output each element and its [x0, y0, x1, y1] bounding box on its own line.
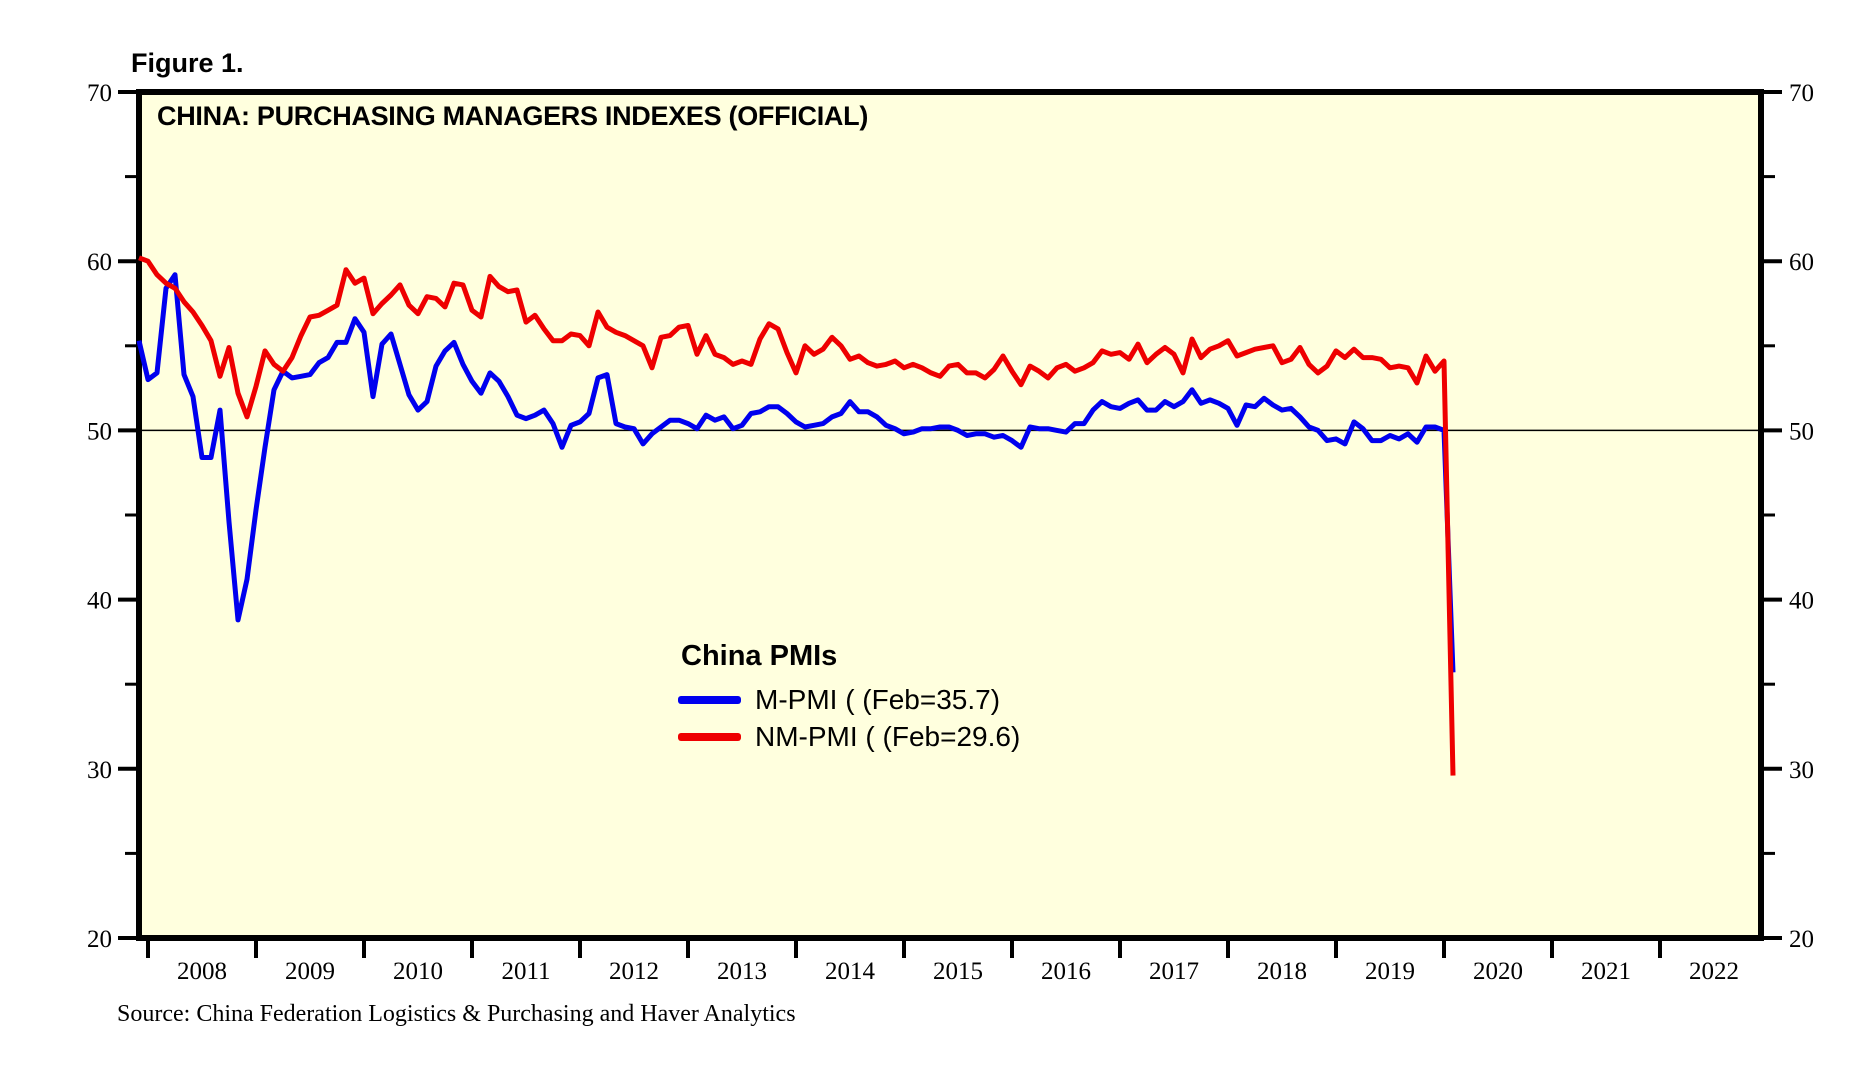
- y-axis-label-right: 60: [1789, 249, 1814, 276]
- nmpmi-line-swatch: [678, 732, 741, 741]
- x-axis-year-label: 2015: [933, 958, 983, 985]
- y-axis-label-left: 50: [87, 418, 112, 445]
- x-axis-year-label: 2020: [1473, 958, 1523, 985]
- y-axis-label-right: 70: [1789, 80, 1814, 107]
- x-axis-year-label: 2012: [609, 958, 659, 985]
- legend-label-nmpmi: NM-PMI ( (Feb=29.6): [755, 720, 1021, 752]
- x-axis-year-label: 2017: [1149, 958, 1199, 985]
- x-axis-year-label: 2013: [717, 958, 767, 985]
- figure-label: Figure 1.: [131, 48, 244, 78]
- chart-title: CHINA: PURCHASING MANAGERS INDEXES (OFFI…: [157, 101, 869, 131]
- nm-pmi-line: [138, 255, 1456, 776]
- x-axis-year-label: 2011: [501, 958, 550, 985]
- x-axis-year-label: 2010: [393, 958, 443, 985]
- y-axis-label-right: 40: [1789, 588, 1814, 615]
- y-axis-label-left: 30: [87, 757, 112, 784]
- x-axis-year-label: 2022: [1689, 958, 1739, 985]
- y-axis-label-right: 30: [1789, 757, 1814, 784]
- y-axis-label-right: 20: [1789, 926, 1814, 953]
- x-axis-year-label: 2018: [1257, 958, 1307, 985]
- x-axis-year-label: 2021: [1581, 958, 1631, 985]
- y-axis-label-left: 60: [87, 249, 112, 276]
- y-axis-label-left: 70: [87, 80, 112, 107]
- legend-item-mpmi: M-PMI ( (Feb=35.7): [678, 681, 1020, 718]
- y-axis-label-left: 20: [87, 926, 112, 953]
- legend-title: China PMIs: [681, 640, 838, 672]
- x-axis-year-label: 2014: [825, 958, 876, 985]
- legend-item-nmpmi: NM-PMI ( (Feb=29.6): [678, 718, 1020, 755]
- source-note: Source: China Federation Logistics & Pur…: [117, 1001, 796, 1027]
- x-axis-year-label: 2008: [177, 958, 227, 985]
- legend: China PMIs M-PMI ( (Feb=35.7) NM-PMI ( (…: [678, 640, 1020, 755]
- legend-label-mpmi: M-PMI ( (Feb=35.7): [755, 683, 1001, 715]
- y-axis-label-left: 40: [87, 588, 112, 615]
- x-axis-year-label: 2009: [285, 958, 335, 985]
- x-axis-year-label: 2019: [1365, 958, 1415, 985]
- y-axis-label-right: 50: [1789, 418, 1814, 445]
- m-pmi-line: [136, 272, 1456, 673]
- plot-area: [136, 89, 1764, 941]
- x-axis-year-label: 2016: [1041, 958, 1091, 985]
- mpmi-line-swatch: [678, 695, 741, 704]
